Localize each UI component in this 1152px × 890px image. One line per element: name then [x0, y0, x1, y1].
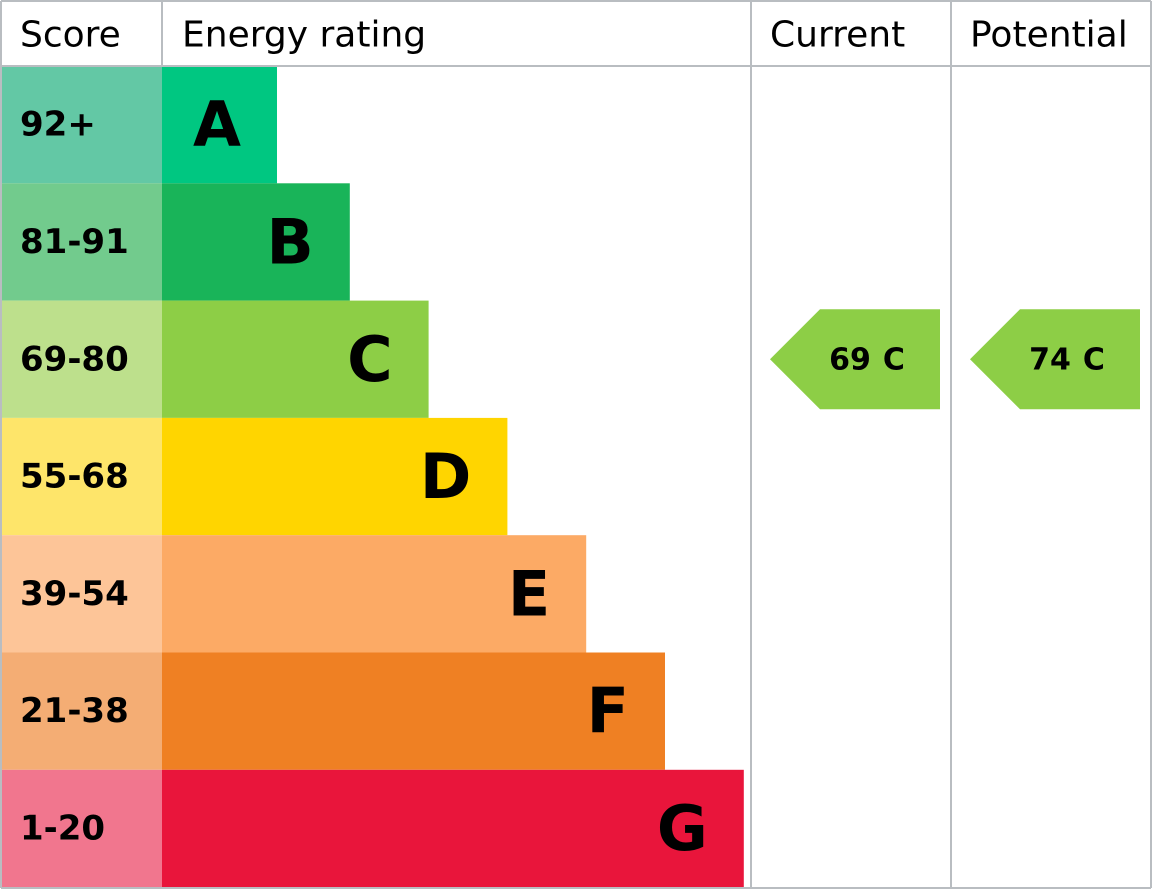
- header-score: Score: [20, 15, 121, 56]
- current-score: 69: [829, 342, 871, 377]
- rating-bar: [162, 769, 744, 888]
- current-rating: C: [883, 342, 905, 377]
- rating-bar: [162, 417, 508, 536]
- score-cell: [1, 417, 162, 536]
- current-label: 69 C: [829, 342, 905, 377]
- header-rating: Energy rating: [182, 15, 426, 56]
- rating-bar: [162, 300, 429, 418]
- score-cell: [1, 66, 162, 184]
- header-potential: Potential: [970, 15, 1128, 56]
- score-label: 55-68: [20, 457, 129, 497]
- score-cell: [1, 535, 162, 653]
- score-cell: [1, 652, 162, 770]
- potential-score: 74: [1029, 342, 1071, 377]
- rating-letter: F: [587, 675, 629, 748]
- current-arrow: [770, 309, 940, 410]
- score-label: 39-54: [20, 574, 129, 614]
- score-label: 69-80: [20, 339, 129, 379]
- score-cell: [1, 300, 162, 418]
- rating-letter: B: [267, 205, 314, 278]
- rating-bar: [162, 652, 665, 770]
- score-cell: [1, 769, 162, 888]
- potential-arrow: [970, 309, 1140, 410]
- rating-bar: [162, 66, 277, 184]
- score-label: 1-20: [20, 808, 105, 848]
- rating-letter: C: [347, 323, 393, 396]
- potential-label: 74 C: [1029, 342, 1105, 377]
- rating-letter: G: [657, 792, 708, 865]
- score-label: 81-91: [20, 222, 129, 262]
- rating-letter: E: [508, 557, 550, 630]
- rating-letter: D: [420, 440, 471, 513]
- header-current: Current: [770, 15, 905, 56]
- score-cell: [1, 183, 162, 301]
- score-label: 21-38: [20, 691, 129, 731]
- rating-letter: A: [193, 88, 241, 161]
- rating-bar: [162, 183, 350, 301]
- score-label: 92+: [20, 105, 96, 145]
- potential-rating: C: [1083, 342, 1105, 377]
- rating-bar: [162, 535, 587, 653]
